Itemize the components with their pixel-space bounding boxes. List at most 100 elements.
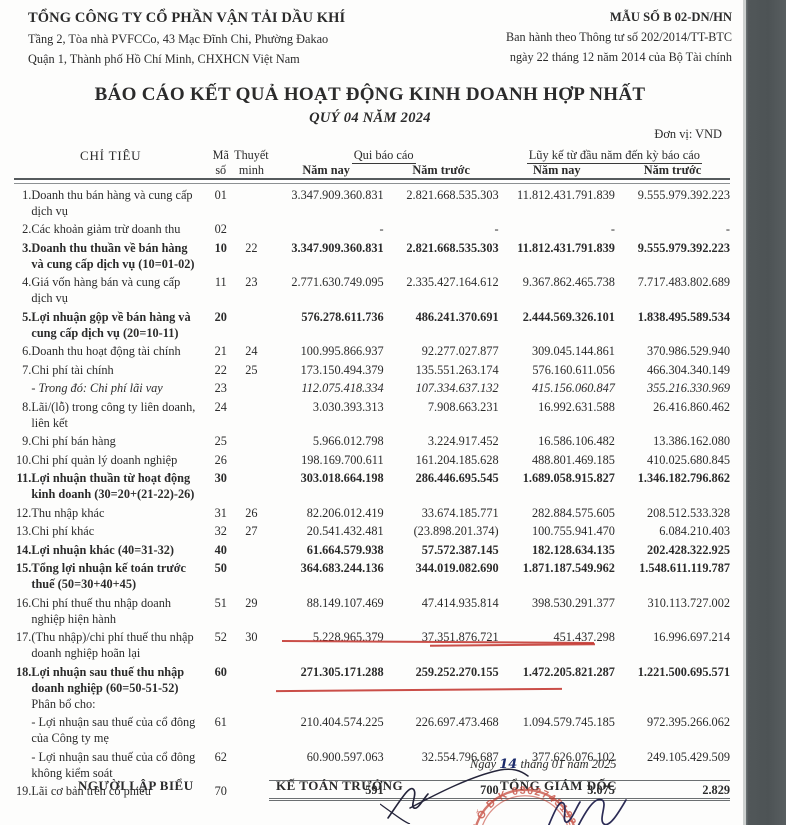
row-number: 9. bbox=[22, 434, 32, 448]
row-number: 1. bbox=[22, 187, 32, 202]
row-code-ma-so: 31 bbox=[214, 505, 227, 520]
row-label: Lợi nhuận khác (40=31-32) bbox=[31, 542, 174, 557]
cell-spacer bbox=[384, 730, 499, 746]
value-cumulative-this-year: 1.472.205.821.287 bbox=[522, 664, 615, 679]
value-cumulative-this-year: 309.045.144.861 bbox=[531, 344, 615, 358]
cell-spacer bbox=[384, 680, 499, 696]
cell-spacer bbox=[269, 486, 384, 502]
row-number-spacer bbox=[14, 730, 31, 746]
row-label: Lợi nhuận sau thuế thu nhập bbox=[31, 664, 185, 679]
row-code-thuyet-minh bbox=[234, 378, 269, 397]
cell-spacer bbox=[499, 486, 615, 502]
table-row-continuation: Phân bổ cho: bbox=[14, 696, 730, 712]
value-cumulative-last-year: 13.386.162.080 bbox=[653, 434, 730, 448]
value-quarter-last-year: 47.414.935.814 bbox=[421, 595, 499, 610]
value-cumulative-this-year: 2.444.569.326.101 bbox=[522, 309, 615, 324]
value-quarter-last-year: 92.277.027.877 bbox=[421, 344, 499, 358]
value-quarter-last-year: 37.351.876.721 bbox=[421, 630, 499, 644]
cell-spacer bbox=[499, 203, 615, 219]
value-quarter-last-year: 486.241.370.691 bbox=[415, 309, 499, 324]
value-quarter-last-year: 7.908.663.231 bbox=[427, 399, 499, 414]
cell-spacer bbox=[207, 576, 234, 592]
cell-spacer bbox=[615, 696, 730, 712]
row-label: Chi phí khác bbox=[31, 524, 95, 538]
row-code-ma-so: 24 bbox=[214, 399, 227, 414]
cell-spacer bbox=[269, 645, 384, 661]
value-quarter-last-year: 2.821.668.535.303 bbox=[406, 187, 499, 202]
value-quarter-this-year: 271.305.171.288 bbox=[300, 664, 384, 679]
value-cumulative-this-year: 1.689.058.915.827 bbox=[522, 471, 615, 485]
cell-spacer bbox=[615, 290, 730, 306]
value-quarter-this-year: 3.347.909.360.831 bbox=[291, 187, 384, 202]
value-cumulative-last-year: 7.717.483.802.689 bbox=[637, 275, 730, 289]
signature-label-chief-accountant: KẾ TOÁN TRƯỞNG bbox=[276, 778, 404, 793]
date-prefix: Ngày bbox=[470, 757, 497, 771]
row-code-thuyet-minh: 25 bbox=[245, 362, 258, 377]
value-cumulative-last-year: 9.555.979.392.223 bbox=[637, 187, 730, 202]
row-code-ma-so: 01 bbox=[214, 187, 227, 202]
row-label-continuation: liên kết bbox=[31, 415, 68, 430]
value-quarter-last-year: 259.252.270.155 bbox=[415, 664, 499, 679]
table-header: CHỈ TIÊU Mã Thuyết Qui báo cáo Lũy kế từ… bbox=[14, 148, 730, 184]
row-label-continuation: Phân bổ cho: bbox=[31, 696, 96, 711]
row-label: Chi phí thuế thu nhập doanh bbox=[31, 595, 172, 610]
row-number-spacer bbox=[14, 611, 31, 627]
cell-spacer bbox=[207, 203, 234, 219]
value-cumulative-last-year: 410.025.680.845 bbox=[646, 452, 730, 467]
cell-spacer bbox=[207, 611, 234, 627]
value-cumulative-this-year: 282.884.575.605 bbox=[531, 505, 615, 520]
value-cumulative-last-year: 310.113.727.002 bbox=[647, 595, 730, 610]
row-code-ma-so: 23 bbox=[214, 381, 227, 395]
cell-spacer bbox=[269, 680, 384, 696]
row-code-thuyet-minh: 29 bbox=[245, 595, 258, 610]
value-cumulative-this-year: - bbox=[610, 222, 615, 236]
row-code-ma-so: 50 bbox=[214, 561, 227, 575]
row-number: 12. bbox=[16, 505, 32, 520]
value-quarter-last-year: 3.224.917.452 bbox=[427, 434, 499, 448]
header-cumulative-last-year: Năm trước bbox=[643, 163, 702, 177]
row-label-continuation: dịch vụ bbox=[31, 291, 68, 305]
row-number-spacer bbox=[14, 203, 31, 219]
value-cumulative-this-year: 1.871.187.549.962 bbox=[522, 561, 615, 575]
row-number-spacer bbox=[14, 576, 31, 592]
row-number: 5. bbox=[22, 309, 32, 324]
value-quarter-last-year: 33.674.185.771 bbox=[421, 505, 499, 520]
row-label-continuation: cung cấp dịch vụ (20=10-11) bbox=[31, 325, 179, 340]
value-quarter-this-year: 5.228.965.379 bbox=[312, 630, 384, 644]
row-number bbox=[14, 712, 31, 731]
row-code-ma-so: 11 bbox=[214, 275, 227, 289]
row-number-spacer bbox=[14, 645, 31, 661]
table-row: 13. Chi phí khác 32 27 20.541.432.481 (23.898… bbox=[14, 521, 730, 540]
row-number-spacer bbox=[14, 256, 31, 272]
row-code-ma-so: 60 bbox=[214, 664, 227, 679]
row-number-spacer bbox=[14, 696, 31, 712]
value-quarter-this-year: 20.541.432.481 bbox=[306, 524, 384, 538]
row-code-ma-so: 51 bbox=[214, 595, 227, 610]
date-day-handwritten: 14 bbox=[499, 757, 518, 772]
value-quarter-this-year: 82.206.012.419 bbox=[306, 505, 384, 520]
row-label: - Lợi nhuận sau thuế của cổ đông bbox=[31, 715, 196, 729]
cell-spacer bbox=[234, 611, 269, 627]
company-name: TỔNG CÔNG TY CỔ PHẦN VẬN TẢI DẦU KHÍ bbox=[28, 10, 346, 26]
table-row-continuation: và cung cấp dịch vụ (10=01-02) bbox=[14, 256, 730, 272]
cell-spacer bbox=[234, 680, 269, 696]
cell-spacer bbox=[207, 325, 234, 341]
row-number-spacer bbox=[14, 415, 31, 431]
row-label: Lợi nhuận thuần từ hoạt động bbox=[31, 471, 191, 485]
row-number: 10. bbox=[16, 452, 32, 467]
table-row: 2. Các khoản giảm trừ doanh thu 02 - - - - bbox=[14, 219, 730, 238]
row-code-ma-so: 20 bbox=[214, 309, 227, 324]
table-row-continuation: nghiệp hiện hành bbox=[14, 611, 730, 627]
table-row-continuation: không kiểm soát bbox=[14, 765, 730, 781]
value-quarter-last-year: 135.551.263.174 bbox=[415, 362, 499, 377]
cell-spacer bbox=[234, 486, 269, 502]
income-statement-table: CHỈ TIÊU Mã Thuyết Qui báo cáo Lũy kế từ… bbox=[14, 148, 730, 801]
row-label: Doanh thu thuần về bán hàng bbox=[31, 240, 188, 255]
value-cumulative-this-year: 415.156.060.847 bbox=[531, 381, 615, 395]
cell-spacer bbox=[384, 645, 499, 661]
value-cumulative-this-year: 576.160.611.056 bbox=[532, 362, 615, 377]
table-row: 4. Giá vốn hàng bán và cung cấp 11 23 2.771.… bbox=[14, 272, 730, 291]
row-code-ma-so: 40 bbox=[214, 542, 227, 557]
row-number: 14. bbox=[16, 542, 32, 557]
